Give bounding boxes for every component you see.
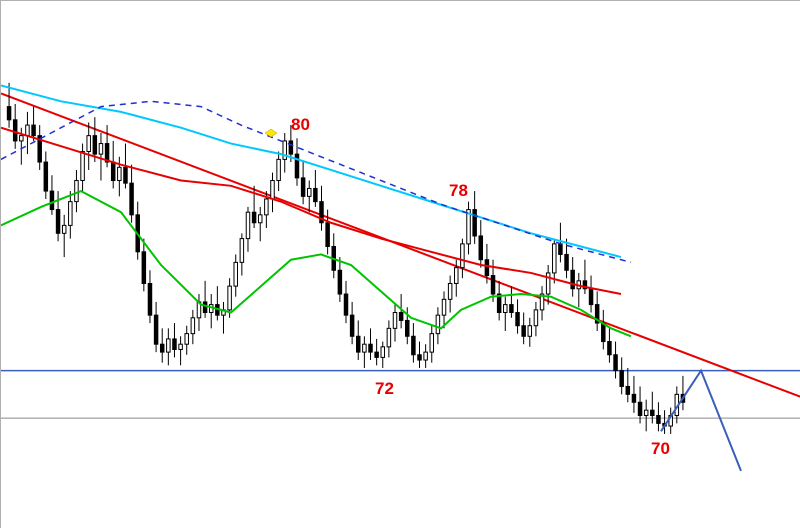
price-chart[interactable]: 80787270 [0, 0, 800, 528]
chart-canvas [1, 1, 800, 528]
